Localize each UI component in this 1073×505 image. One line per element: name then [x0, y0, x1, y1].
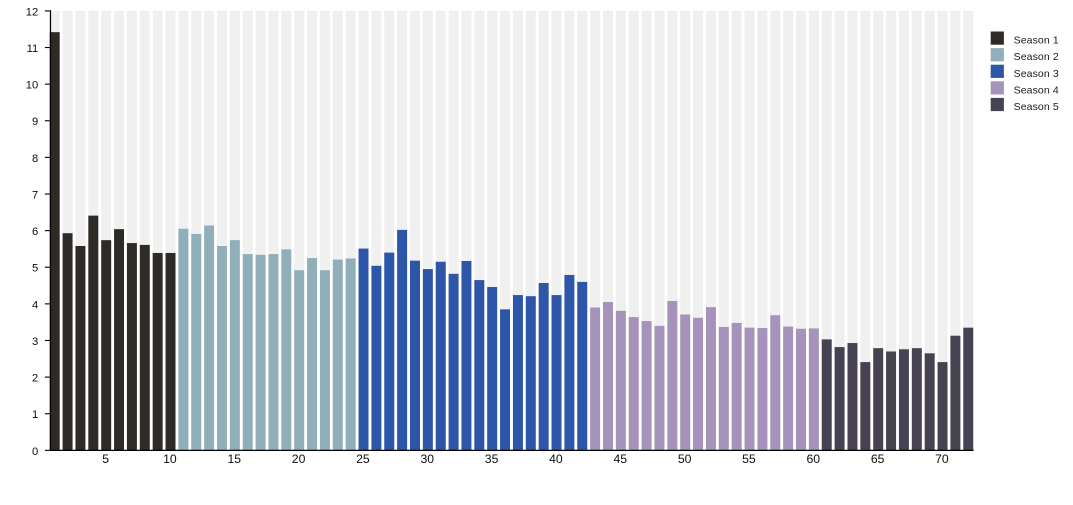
- svg-text:15: 15: [227, 452, 241, 466]
- svg-text:Season 2: Season 2: [1014, 51, 1059, 63]
- svg-text:Season 3: Season 3: [1014, 68, 1059, 80]
- svg-text:40: 40: [549, 452, 563, 466]
- svg-text:2: 2: [32, 373, 38, 385]
- svg-text:4: 4: [32, 299, 38, 311]
- svg-text:10: 10: [163, 452, 177, 466]
- svg-text:10: 10: [26, 80, 38, 92]
- svg-text:5: 5: [32, 263, 38, 275]
- svg-text:11: 11: [27, 43, 39, 55]
- svg-text:50: 50: [678, 452, 692, 466]
- svg-text:55: 55: [742, 452, 756, 466]
- svg-text:35: 35: [485, 452, 499, 466]
- svg-text:Season 4: Season 4: [1014, 84, 1059, 96]
- svg-text:45: 45: [613, 452, 627, 466]
- svg-text:6: 6: [32, 226, 38, 238]
- svg-text:25: 25: [356, 452, 370, 466]
- svg-text:12: 12: [26, 6, 38, 18]
- svg-text:60: 60: [806, 452, 820, 466]
- svg-text:20: 20: [292, 452, 306, 466]
- svg-text:Season 1: Season 1: [1014, 35, 1059, 47]
- svg-text:70: 70: [935, 452, 949, 466]
- svg-text:65: 65: [871, 452, 885, 466]
- svg-text:9: 9: [32, 116, 38, 128]
- svg-text:Season 5: Season 5: [1014, 101, 1059, 113]
- svg-text:3: 3: [32, 336, 38, 348]
- svg-text:0: 0: [32, 446, 38, 458]
- svg-text:7: 7: [32, 189, 38, 201]
- svg-text:1: 1: [32, 409, 38, 421]
- svg-text:30: 30: [420, 452, 434, 466]
- svg-text:8: 8: [32, 153, 38, 165]
- svg-text:5: 5: [102, 452, 109, 466]
